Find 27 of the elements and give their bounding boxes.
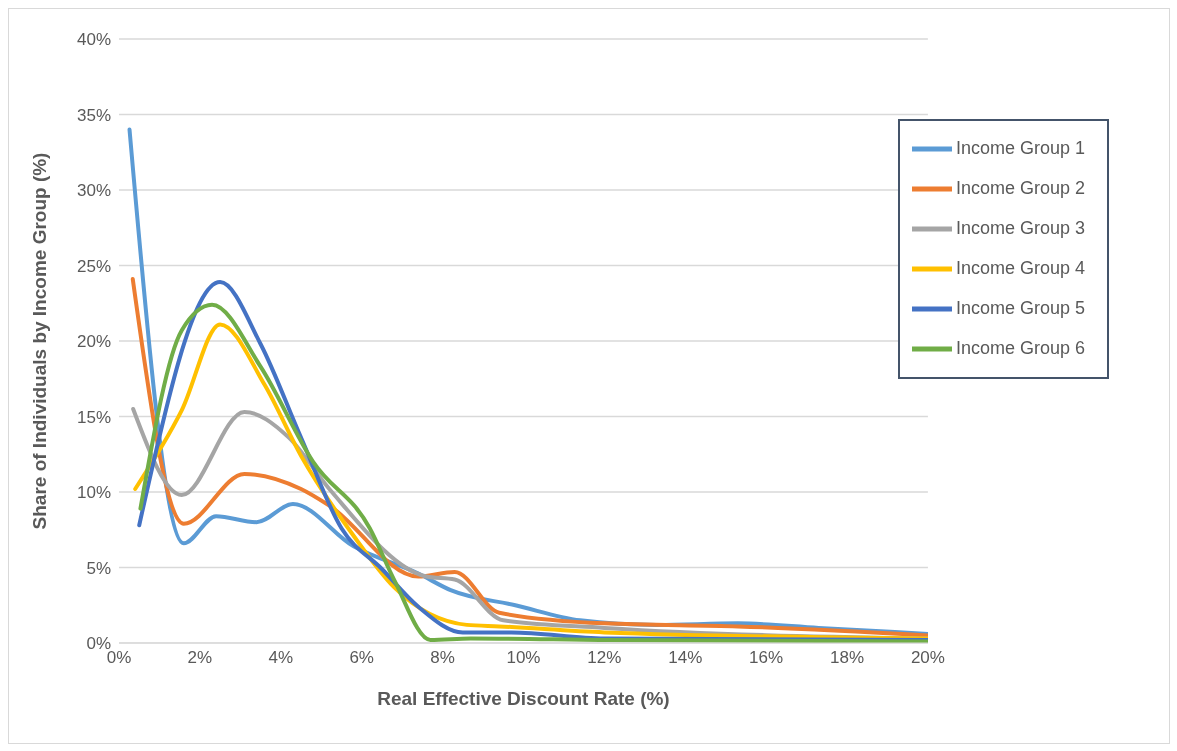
y-tick-label: 10% (76, 483, 111, 503)
legend-label: Income Group 3 (955, 217, 1085, 238)
x-tick-label: 4% (268, 648, 294, 668)
y-tick-label: 25% (76, 256, 111, 276)
y-tick-label: 20% (76, 332, 111, 352)
x-tick-label: 2% (187, 648, 213, 668)
y-tick-label: 15% (76, 407, 111, 427)
legend-label: Income Group 6 (955, 337, 1085, 358)
x-tick-label: 8% (430, 648, 455, 668)
y-axis-title: Share of Individuals by Income Group (%) (28, 152, 50, 530)
y-tick-label: 30% (76, 181, 111, 201)
legend-label: Income Group 1 (955, 137, 1085, 158)
x-tick-label: 6% (349, 648, 374, 668)
x-tick-label: 14% (668, 648, 703, 668)
y-tick-label: 35% (76, 105, 111, 125)
y-tick-label: 40% (76, 30, 111, 50)
x-tick-label: 12% (587, 648, 622, 668)
x-axis-title: Real Effective Discount Rate (%) (377, 688, 670, 709)
x-tick-label: 10% (506, 648, 541, 668)
legend-label: Income Group 2 (955, 177, 1085, 198)
x-tick-label: 16% (749, 648, 784, 668)
legend-label: Income Group 5 (955, 297, 1085, 318)
y-tick-label: 5% (86, 558, 111, 578)
x-tick-label: 0% (106, 648, 132, 668)
x-tick-label: 20% (910, 648, 945, 668)
x-tick-label: 18% (830, 648, 865, 668)
legend-label: Income Group 4 (955, 257, 1085, 278)
